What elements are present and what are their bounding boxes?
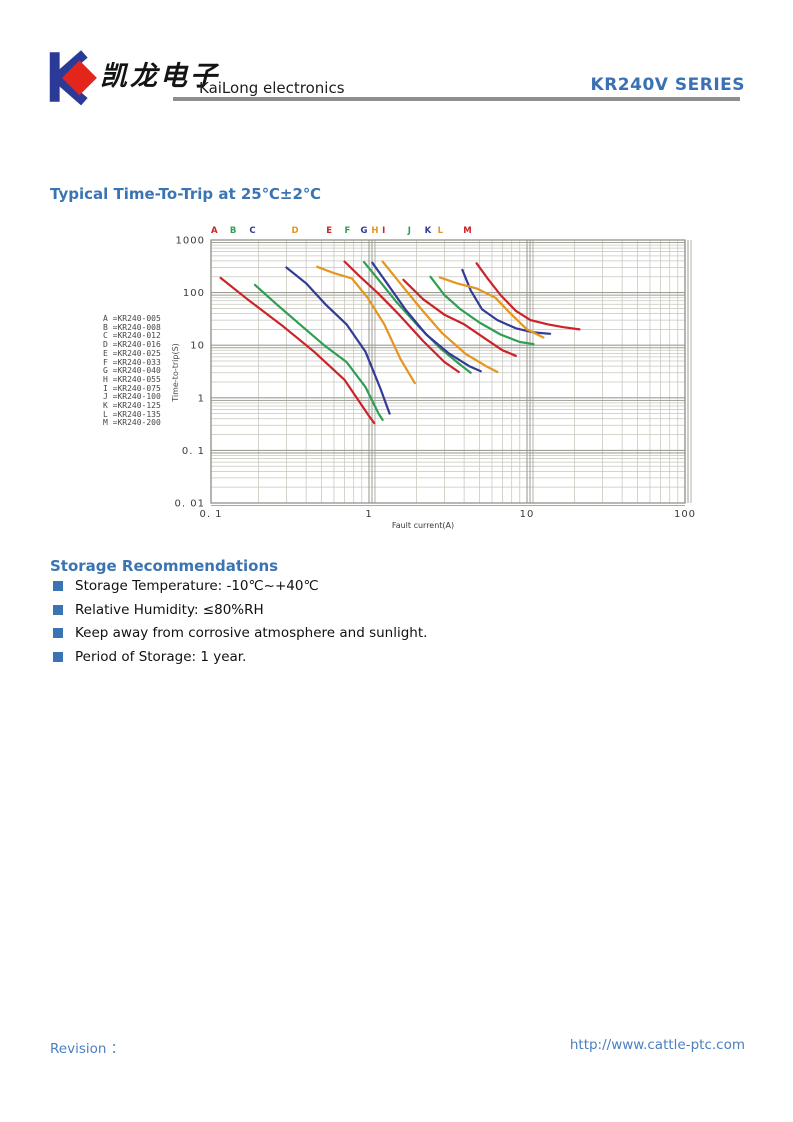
legend-row-A: A =KR240-005 — [103, 314, 161, 323]
curve-A — [219, 276, 376, 425]
bullet-square-icon — [53, 651, 63, 662]
legend-row-F: F =KR240-033 — [103, 357, 161, 367]
curve-label-H: H — [371, 226, 378, 236]
storage-item-text: Period of Storage: 1 year. — [75, 648, 247, 665]
curve-label-C: C — [249, 226, 255, 236]
curve-M — [475, 262, 581, 331]
footer-revision-label: Revision ： — [50, 1041, 125, 1057]
curve-label-D: D — [291, 226, 298, 236]
footer-website-link[interactable]: http://www.cattle-ptc.com — [569, 1037, 745, 1053]
curve-B — [253, 283, 384, 421]
storage-item: Relative Humidity: ≤80%RH — [50, 602, 427, 618]
curve-G — [371, 261, 482, 373]
x-tick-label: 10 — [520, 509, 535, 520]
curve-I — [402, 278, 517, 357]
chart-legend: A =KR240-005 B =KR240-008 C =KR240-012 D =K… — [103, 314, 161, 428]
curve-L — [438, 276, 545, 339]
curve-label-I: I — [382, 226, 385, 236]
y-tick-label: 1000 — [176, 236, 205, 247]
y-tick-label: 100 — [183, 288, 205, 299]
storage-item: Keep away from corrosive atmosphere and … — [50, 625, 427, 641]
storage-item-text: Storage Temperature: -10℃~+40℃ — [75, 578, 319, 594]
legend-row-H: H =KR240-055 — [103, 374, 161, 384]
x-axis-title: Fault current(A) — [392, 521, 454, 530]
curve-J — [429, 275, 535, 346]
chart-grid-major — [210, 239, 692, 507]
curve-label-L: L — [438, 226, 444, 236]
legend-row-G: G =KR240-040 — [103, 366, 161, 376]
chart-curves — [219, 260, 581, 425]
logo-chinese-text: 凯龙电子 — [100, 61, 220, 92]
y-axis-title: Time-to-trip(S) — [171, 343, 180, 403]
curve-label-M: M — [463, 226, 471, 236]
logo-k-chevron — [49, 50, 88, 106]
x-tick-label: 100 — [674, 509, 696, 520]
x-tick-label: 0. 1 — [199, 509, 222, 520]
legend-row-D: D =KR240-016 — [103, 340, 161, 350]
legend-row-J: J =KR240-100 — [103, 392, 161, 402]
curve-label-K: K — [425, 226, 432, 236]
y-tick-label: 10 — [190, 341, 205, 352]
section-title-time-to-trip: Typical Time-To-Trip at 25℃±2℃ — [50, 185, 322, 203]
storage-item-text: Keep away from corrosive atmosphere and … — [75, 625, 428, 641]
kailong-logo-icon — [49, 50, 97, 106]
legend-row-L: L =KR240-135 — [103, 409, 161, 419]
curve-label-F: F — [344, 226, 350, 236]
bullet-square-icon — [53, 604, 63, 615]
y-tick-label: 0. 01 — [175, 499, 205, 510]
curve-label-A: A — [211, 226, 218, 236]
storage-item-text: Relative Humidity: ≤80%RH — [75, 601, 264, 618]
section-title-storage: Storage Recommendations — [50, 557, 279, 575]
legend-row-E: E =KR240-025 — [103, 348, 161, 358]
storage-item: Storage Temperature: -10℃~+40℃ — [50, 578, 427, 594]
curve-label-J: J — [407, 226, 411, 236]
bullet-square-icon — [53, 581, 63, 591]
bullet-square-icon — [53, 628, 63, 638]
legend-row-C: C =KR240-012 — [103, 331, 161, 341]
curve-H — [381, 260, 499, 374]
y-tick-label: 1 — [198, 393, 205, 404]
plot-border — [210, 239, 686, 504]
curve-label-B: B — [230, 226, 236, 236]
curve-D — [316, 265, 416, 385]
curve-E — [343, 260, 460, 374]
header-divider — [173, 97, 740, 101]
curve-C — [285, 266, 391, 415]
legend-row-B: B =KR240-008 — [103, 322, 161, 332]
series-title: KR240V SERIES — [590, 75, 745, 95]
curve-label-G: G — [361, 226, 368, 236]
legend-row-I: I =KR240-075 — [103, 383, 161, 393]
y-tick-label: 0. 1 — [182, 446, 205, 457]
curve-label-E: E — [326, 226, 332, 236]
logo-english-text: KaiLong electronics — [199, 79, 345, 97]
storage-list: Storage Temperature: -10℃~+40℃ Relative H… — [50, 578, 427, 672]
storage-item: Period of Storage: 1 year. — [50, 649, 427, 665]
x-tick-label: 1 — [365, 509, 372, 520]
legend-row-M: M =KR240-200 — [103, 418, 161, 428]
legend-row-K: K =KR240-125 — [103, 401, 161, 411]
time-to-trip-chart: A =KR240-005 B =KR240-008 C =KR240-012 D =K… — [90, 220, 710, 535]
